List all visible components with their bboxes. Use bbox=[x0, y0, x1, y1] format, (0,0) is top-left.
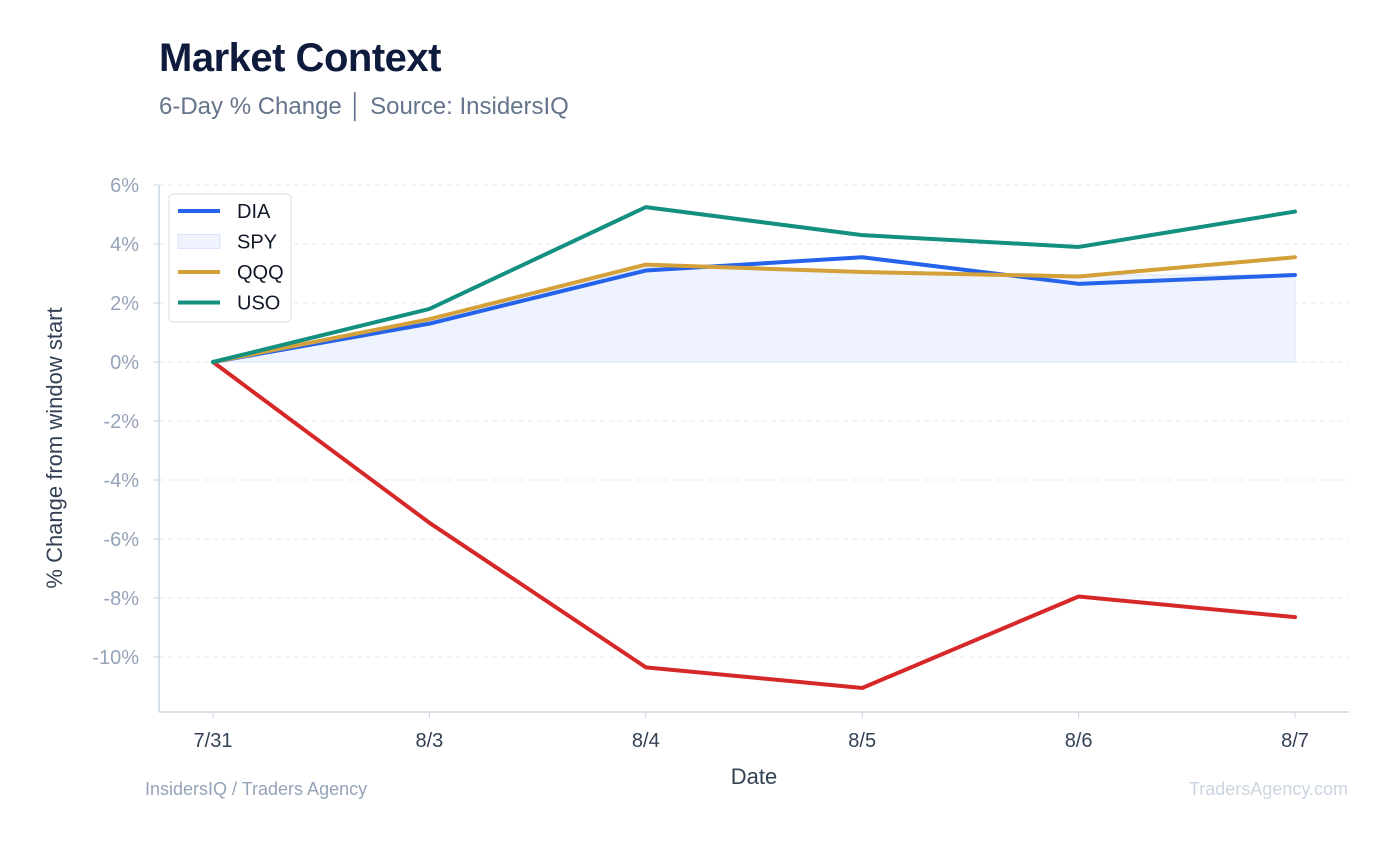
y-tick-label: 2% bbox=[110, 293, 139, 315]
series-qqq-line bbox=[211, 255, 1297, 364]
x-tick-label: 8/3 bbox=[415, 730, 443, 752]
y-tick-label: 4% bbox=[110, 234, 139, 256]
y-tick-label: -8% bbox=[103, 588, 139, 610]
chart-title: Market Context bbox=[159, 36, 441, 80]
axes: 6% 4% 2% 0% -2% -4% -6% -8% -10% 7/31 8/3 8/4 8/5 8/6… bbox=[92, 175, 1349, 752]
x-tick-label: 8/4 bbox=[632, 730, 660, 752]
legend-label-uso: USO bbox=[237, 293, 280, 315]
y-tick-label: -6% bbox=[103, 529, 139, 551]
legend-label-qqq: QQQ bbox=[237, 262, 284, 284]
x-tick-label: 8/6 bbox=[1065, 730, 1093, 752]
footer-website: TradersAgency.com bbox=[1188, 779, 1348, 799]
x-axis-label: Date bbox=[731, 764, 777, 789]
y-tick-label: 0% bbox=[110, 352, 139, 374]
series-dia-line bbox=[211, 255, 1297, 364]
legend-box bbox=[168, 193, 292, 323]
x-tick-label: 7/31 bbox=[194, 730, 233, 752]
y-tick-label: 6% bbox=[110, 175, 139, 197]
footer-attribution: InsidersIQ / Traders Agency bbox=[145, 779, 368, 799]
line-series-layer bbox=[211, 205, 1297, 690]
legend-swatch-spy bbox=[177, 234, 221, 249]
legend-label-spy: SPY bbox=[237, 232, 277, 254]
series-uso-line bbox=[211, 205, 1297, 364]
y-tick-label: -10% bbox=[92, 647, 139, 669]
legend-label-dia: DIA bbox=[237, 201, 271, 223]
y-tick-label: -2% bbox=[103, 411, 139, 433]
y-tick-label: -4% bbox=[103, 470, 139, 492]
legend[interactable]: DIA SPY QQQ USO bbox=[168, 193, 292, 323]
y-axis-label: % Change from window start bbox=[42, 307, 67, 588]
series-unlabeled-line bbox=[211, 360, 1297, 690]
x-tick-label: 8/5 bbox=[848, 730, 876, 752]
chart-subtitle: 6-Day % Change │ Source: InsidersIQ bbox=[159, 93, 569, 120]
grid-lines bbox=[159, 184, 1349, 658]
x-tick-label: 8/7 bbox=[1281, 730, 1309, 752]
